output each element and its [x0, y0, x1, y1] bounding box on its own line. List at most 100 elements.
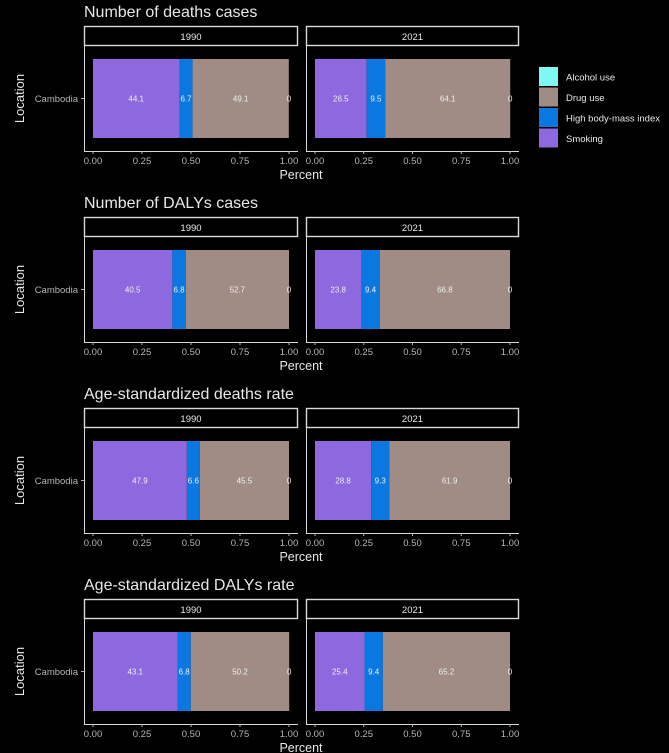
bar-segment-high-body-mass-index — [371, 441, 390, 520]
bar-data-label: 44.1 — [128, 95, 144, 104]
bar-segment-drug-use — [379, 250, 510, 329]
x-tick-label: 1.00 — [501, 538, 520, 549]
bar-data-label: 25.4 — [332, 668, 348, 677]
x-tick-label: 0.00 — [84, 347, 103, 358]
x-tick-label: 1.00 — [280, 538, 299, 549]
y-axis-label: Location — [12, 74, 27, 123]
legend-key — [539, 67, 558, 86]
x-tick-label: 0.00 — [306, 538, 325, 549]
bar-segment-smoking — [93, 59, 180, 138]
facet-strip — [83, 25, 299, 47]
x-tick-label: 0.50 — [182, 156, 201, 167]
bar-data-label: 26.5 — [333, 95, 349, 104]
bar-segment-smoking — [315, 59, 367, 138]
bar-data-label: 9.4 — [365, 286, 377, 295]
category-tick-label: Cambodia — [35, 94, 79, 105]
x-tick-label: 0.25 — [133, 156, 152, 167]
facet-strip — [305, 407, 520, 429]
chart-title: Age-standardized DALYs rate — [84, 577, 295, 594]
bar-data-label: 0 — [287, 668, 292, 677]
bar-segment-high-body-mass-index — [366, 59, 386, 138]
bar-data-label: 0 — [508, 95, 513, 104]
facet-strip — [305, 598, 520, 620]
bar-data-label: 65.2 — [439, 668, 455, 677]
bar-data-label: 6.8 — [179, 668, 191, 677]
bar-segment-drug-use — [389, 441, 510, 520]
x-tick-label: 0.50 — [182, 347, 201, 358]
bar-data-label: 66.8 — [437, 286, 453, 295]
bar-data-label: 0 — [508, 477, 513, 486]
x-tick-label: 0.75 — [231, 156, 250, 167]
chart-title: Number of DALYs cases — [84, 195, 258, 212]
category-tick-label: Cambodia — [35, 285, 79, 296]
y-axis-label: Location — [12, 265, 27, 314]
bar-segment-high-body-mass-index — [364, 632, 383, 711]
bar-data-label: 9.5 — [370, 95, 382, 104]
facet-strip-label: 2021 — [402, 605, 423, 616]
bar-segment-smoking — [315, 632, 365, 711]
x-tick-label: 0.50 — [403, 347, 422, 358]
bar-segment-high-body-mass-index — [172, 250, 186, 329]
bar-segment-drug-use — [192, 59, 289, 138]
bar-segment-high-body-mass-index — [179, 59, 193, 138]
facet-strip-label: 2021 — [402, 223, 423, 234]
x-tick-label: 0.00 — [306, 156, 325, 167]
bar-segment-smoking — [315, 250, 362, 329]
x-tick-label: 0.75 — [452, 538, 471, 549]
bar-data-label: 6.6 — [188, 477, 200, 486]
bar-segment-high-body-mass-index — [361, 250, 380, 329]
x-axis-label: Percent — [279, 741, 323, 753]
facet-strip — [305, 25, 520, 47]
x-tick-label: 0.75 — [452, 347, 471, 358]
bar-data-label: 40.5 — [125, 286, 141, 295]
x-tick-label: 0.50 — [403, 156, 422, 167]
x-tick-label: 0.50 — [182, 538, 201, 549]
facet-strip — [83, 216, 299, 238]
bar-segment-smoking — [93, 250, 173, 329]
bar-data-label: 23.8 — [330, 286, 346, 295]
legend-label: Drug use — [566, 93, 605, 104]
facet-strip-label: 1990 — [180, 223, 201, 234]
category-tick-label: Cambodia — [35, 667, 79, 678]
x-tick-label: 0.25 — [133, 347, 152, 358]
legend-key — [539, 108, 558, 127]
x-tick-label: 0.50 — [182, 729, 201, 740]
x-tick-label: 0.25 — [355, 538, 374, 549]
bar-data-label: 43.1 — [127, 668, 143, 677]
bar-segment-high-body-mass-index — [177, 632, 191, 711]
legend-label: High body-mass index — [566, 114, 660, 125]
bar-segment-smoking — [93, 441, 187, 520]
bar-data-label: 0 — [508, 286, 513, 295]
bar-data-label: 64.1 — [440, 95, 456, 104]
x-tick-label: 0.50 — [403, 729, 422, 740]
x-tick-label: 1.00 — [280, 156, 299, 167]
facet-strip-label: 2021 — [402, 32, 423, 43]
x-tick-label: 1.00 — [501, 156, 520, 167]
y-axis-label: Location — [12, 456, 27, 505]
bar-data-label: 9.3 — [375, 477, 387, 486]
bar-data-label: 50.2 — [232, 668, 248, 677]
bar-segment-high-body-mass-index — [186, 441, 200, 520]
bar-segment-drug-use — [385, 59, 511, 138]
bar-data-label: 61.9 — [442, 477, 458, 486]
bar-data-label: 0 — [287, 477, 292, 486]
x-tick-label: 1.00 — [280, 729, 299, 740]
x-axis-label: Percent — [279, 168, 323, 182]
x-tick-label: 0.25 — [133, 729, 152, 740]
x-tick-label: 0.00 — [306, 729, 325, 740]
bar-segment-drug-use — [199, 441, 289, 520]
facet-strip — [305, 216, 520, 238]
x-tick-label: 0.00 — [84, 538, 103, 549]
x-tick-label: 0.00 — [84, 156, 103, 167]
bar-segment-smoking — [93, 632, 178, 711]
category-tick-label: Cambodia — [35, 476, 79, 487]
x-tick-label: 0.25 — [355, 156, 374, 167]
x-tick-label: 0.25 — [355, 347, 374, 358]
chart-title: Age-standardized deaths rate — [84, 386, 294, 403]
legend-key — [539, 87, 558, 107]
x-tick-label: 0.00 — [306, 347, 325, 358]
legend-label: Alcohol use — [566, 73, 615, 84]
bar-data-label: 52.7 — [230, 286, 246, 295]
bar-segment-drug-use — [190, 632, 290, 711]
facet-strip — [83, 598, 299, 620]
